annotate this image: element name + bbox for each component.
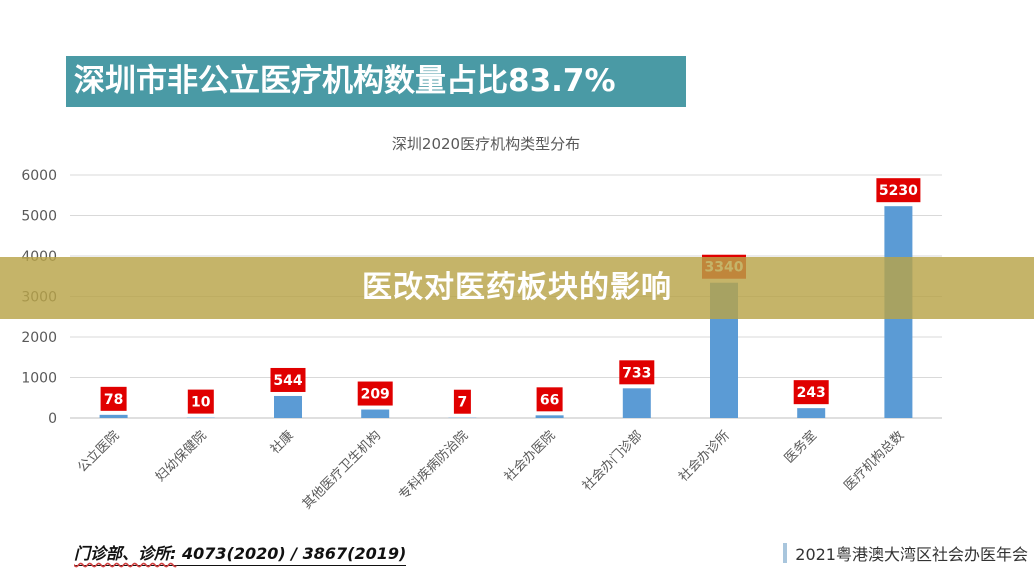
data-label-bg: [619, 360, 655, 385]
x-tick-label: 妇幼保健院: [152, 428, 209, 485]
event-accent-bar: [783, 543, 788, 563]
y-tick-label: 0: [48, 411, 57, 427]
y-tick-label: 1000: [21, 371, 57, 387]
data-label-text: 7: [458, 395, 468, 411]
footnote: 门诊部、诊所: 4073(2020) / 3867(2019): [74, 540, 407, 566]
data-label-bg: [270, 367, 306, 392]
data-label: 5230: [876, 178, 921, 203]
footnote-label: 门诊部、诊所:: [74, 544, 177, 563]
bar: [622, 388, 651, 418]
data-label-text: 10: [191, 395, 211, 411]
overlay-band: [0, 257, 1034, 319]
data-label: 78: [100, 386, 127, 411]
x-tick-label: 公立医院: [75, 428, 122, 475]
x-tick-label: 专科疾病防治院: [396, 428, 472, 504]
event-label: 2021粤港澳大湾区社会办医年会: [795, 545, 1028, 564]
chart-title: 深圳2020医疗机构类型分布: [392, 135, 580, 153]
x-tick-label: 医务室: [781, 428, 820, 467]
data-label: 544: [270, 367, 306, 392]
bar: [361, 409, 390, 418]
x-tick-label: 其他医疗卫生机构: [300, 428, 384, 512]
data-label: 10: [187, 389, 214, 414]
x-tick-label: 社康: [267, 428, 297, 458]
data-label-bg: [536, 387, 563, 412]
y-tick-label: 5000: [21, 209, 57, 225]
x-tick-label: 医疗机构总数: [841, 428, 907, 494]
x-tick-label: 社会办医院: [501, 428, 558, 485]
event-caption: 2021粤港澳大湾区社会办医年会: [783, 541, 1028, 565]
data-label-bg: [876, 178, 921, 203]
data-label: 243: [793, 380, 829, 405]
data-label-bg: [187, 389, 214, 414]
y-tick-label: 6000: [21, 168, 57, 184]
data-label-bg: [793, 380, 829, 405]
data-label-bg: [453, 389, 471, 414]
data-label-text: 544: [273, 373, 302, 389]
data-label-text: 733: [622, 365, 651, 381]
data-label: 209: [357, 381, 393, 406]
data-label: 66: [536, 387, 563, 412]
data-label-text: 243: [797, 385, 826, 401]
data-label-text: 209: [361, 387, 390, 403]
data-label-bg: [100, 386, 127, 411]
y-tick-label: 2000: [21, 330, 57, 346]
data-label-text: 78: [104, 392, 123, 408]
bar: [797, 408, 826, 418]
banner-title: 深圳市非公立医疗机构数量占比83.7%: [66, 56, 686, 107]
x-tick-label: 社会办门诊部: [579, 428, 645, 494]
data-label-bg: [357, 381, 393, 406]
x-tick-label: 社会办诊所: [676, 428, 733, 485]
data-label-text: 5230: [879, 183, 918, 199]
overlay-caption: 医改对医药板块的影响: [362, 270, 672, 305]
data-label-text: 66: [540, 392, 559, 408]
footnote-values: 4073(2020) / 3867(2019): [176, 544, 407, 563]
bar: [274, 395, 302, 418]
bars: 781054420976673333402435230: [99, 178, 921, 418]
bar: [535, 415, 564, 418]
data-label: 7: [453, 389, 471, 414]
data-label: 733: [619, 360, 655, 385]
bar: [99, 414, 128, 418]
x-axis-ticks: 公立医院 妇幼保健院 社康 其他医疗卫生机构 专科疾病防治院 社会办医院 社会办门诊部 社会办…: [75, 428, 907, 513]
